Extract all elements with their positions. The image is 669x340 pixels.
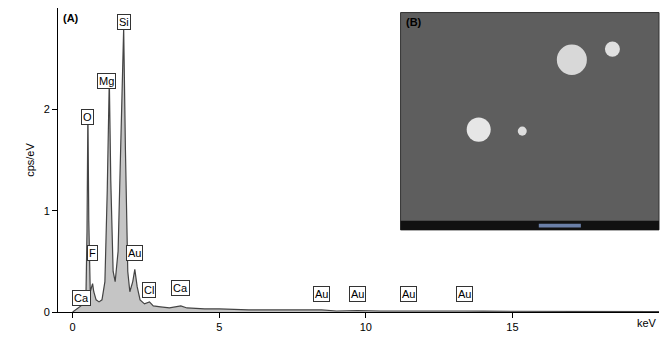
svg-text:Au: Au [458,288,471,300]
svg-text:Mg: Mg [99,75,114,87]
svg-text:O: O [83,111,92,123]
svg-text:1: 1 [44,205,50,217]
svg-text:Ca: Ca [74,292,89,304]
svg-text:2: 2 [44,103,50,115]
svg-text:F: F [89,247,96,259]
svg-text:0: 0 [44,306,50,318]
svg-text:0: 0 [70,321,76,333]
svg-text:(A): (A) [63,12,79,24]
svg-text:keV: keV [637,317,657,329]
svg-text:(B): (B) [406,16,422,28]
svg-text:Cl: Cl [144,284,154,296]
svg-text:Ca: Ca [173,282,188,294]
svg-text:15: 15 [506,321,518,333]
svg-text:Si: Si [119,16,129,28]
svg-text:Au: Au [351,288,364,300]
svg-text:cps/eV: cps/eV [24,143,36,177]
svg-text:Au: Au [402,288,415,300]
svg-text:5: 5 [216,321,222,333]
svg-text:Au: Au [315,288,328,300]
svg-text:10: 10 [360,321,372,333]
svg-text:Au: Au [128,247,141,259]
